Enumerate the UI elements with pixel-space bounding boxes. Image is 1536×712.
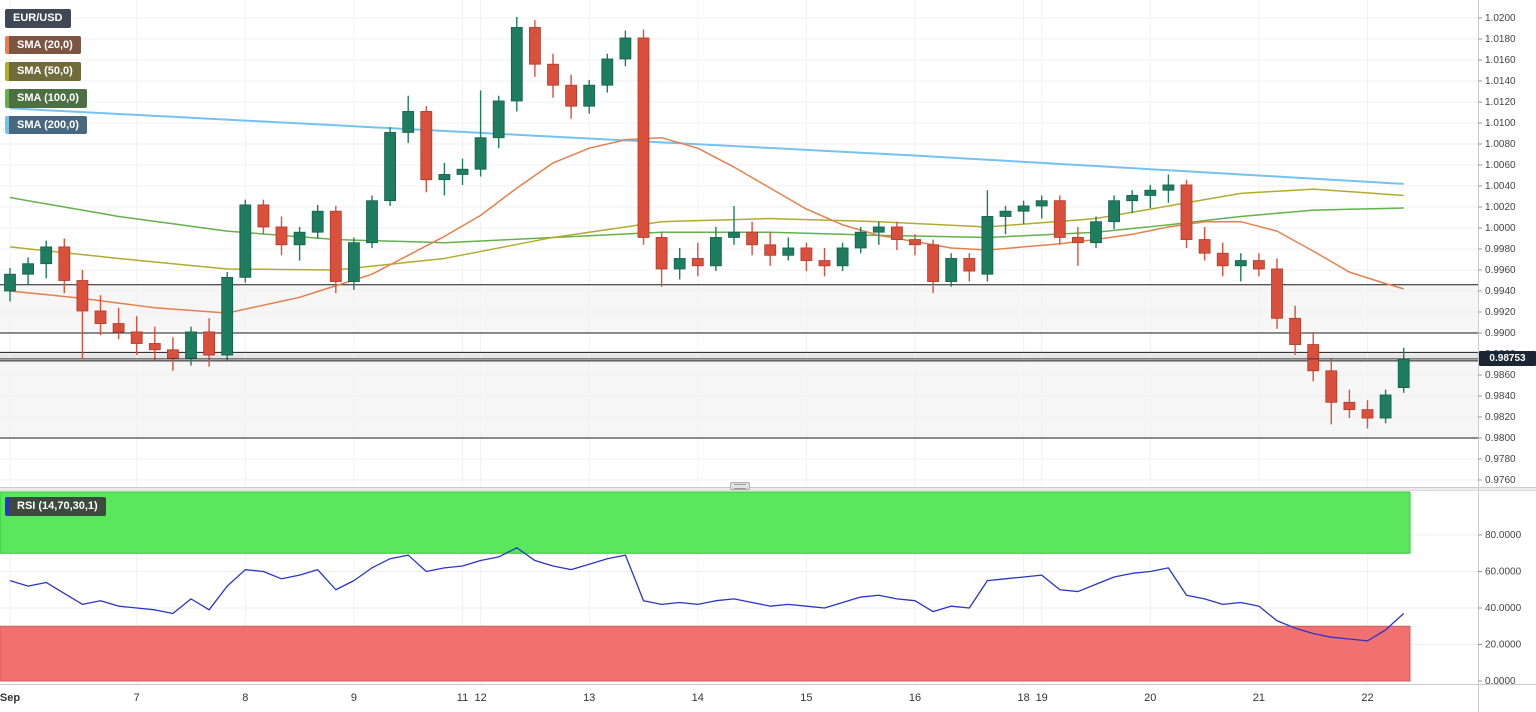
svg-text:40.0000: 40.0000 (1485, 603, 1522, 614)
svg-text:20: 20 (1144, 692, 1156, 704)
sma50-legend-badge[interactable]: SMA (50,0) (5, 62, 81, 81)
price-axis[interactable]: 1.0200 1.0180 1.0160 1.0140 1.0120 1.0100 1.00… (1478, 13, 1516, 486)
svg-text:0.9960: 0.9960 (1485, 265, 1516, 276)
support-resistance-levels (0, 284, 1478, 439)
svg-text:Sep: Sep (0, 692, 20, 704)
svg-text:9: 9 (351, 692, 357, 704)
svg-text:0.9980: 0.9980 (1485, 244, 1516, 255)
svg-text:1.0160: 1.0160 (1485, 55, 1516, 66)
rsi-axis[interactable]: 80.0000 60.0000 40.0000 20.0000 0.0000 (1478, 530, 1522, 687)
svg-text:1.0080: 1.0080 (1485, 139, 1516, 150)
rsi-zones (0, 491, 1411, 682)
rsi-line (9, 547, 1405, 642)
svg-text:11: 11 (457, 692, 468, 704)
sma200-legend-badge[interactable]: SMA (200,0) (5, 115, 87, 135)
svg-text:7: 7 (134, 692, 140, 704)
svg-text:22: 22 (1361, 692, 1373, 704)
symbol-badge[interactable]: EUR/USD (5, 9, 71, 28)
svg-text:19: 19 (1036, 692, 1048, 704)
svg-text:0.9780: 0.9780 (1485, 454, 1516, 465)
svg-text:20.0000: 20.0000 (1485, 640, 1522, 651)
svg-text:16: 16 (909, 692, 921, 704)
svg-text:1.0020: 1.0020 (1485, 202, 1516, 213)
svg-text:12: 12 (474, 692, 486, 704)
rsi-oversold-zone (0, 625, 1411, 682)
sma200-line (9, 107, 1404, 185)
candles-layer (4, 16, 1410, 429)
svg-text:1.0060: 1.0060 (1485, 160, 1516, 171)
svg-text:0.9800: 0.9800 (1485, 433, 1516, 444)
svg-text:8: 8 (242, 692, 248, 704)
rsi-legend-badge[interactable]: RSI (14,70,30,1) (5, 497, 106, 516)
sma20-legend-badge[interactable]: SMA (20,0) (5, 35, 81, 55)
svg-text:15: 15 (800, 692, 812, 704)
time-axis[interactable]: Sep 7 8 9 11 12 13 14 15 16 18 19 20 21 22 (0, 692, 1374, 704)
svg-text:0.9900: 0.9900 (1485, 328, 1516, 339)
last-price-badge: 0.98753 (1479, 351, 1536, 367)
sma20-line (9, 136, 1404, 314)
svg-text:0.9860: 0.9860 (1485, 370, 1516, 381)
svg-text:1.0000: 1.0000 (1485, 223, 1516, 234)
svg-text:0.9940: 0.9940 (1485, 286, 1516, 297)
indicator-legend: EUR/USD SMA (20,0) SMA (50,0) SMA (100,0… (5, 9, 87, 135)
svg-text:1.0120: 1.0120 (1485, 97, 1516, 108)
svg-text:21: 21 (1253, 692, 1265, 704)
svg-text:1.0140: 1.0140 (1485, 76, 1516, 87)
svg-text:0.9760: 0.9760 (1485, 475, 1516, 486)
svg-text:1.0200: 1.0200 (1485, 13, 1516, 24)
panel-resize-handle[interactable] (730, 482, 750, 490)
svg-text:0.9840: 0.9840 (1485, 391, 1516, 402)
svg-text:1.0040: 1.0040 (1485, 181, 1516, 192)
svg-text:60.0000: 60.0000 (1485, 567, 1522, 578)
sma100-legend-badge[interactable]: SMA (100,0) (5, 88, 87, 108)
svg-text:0.9820: 0.9820 (1485, 412, 1516, 423)
svg-text:14: 14 (692, 692, 704, 704)
svg-text:0.9920: 0.9920 (1485, 307, 1516, 318)
svg-text:1.0100: 1.0100 (1485, 118, 1516, 129)
svg-text:18: 18 (1017, 692, 1029, 704)
svg-text:13: 13 (583, 692, 595, 704)
rsi-overbought-zone (0, 491, 1411, 554)
svg-text:1.0180: 1.0180 (1485, 34, 1516, 45)
svg-text:0.0000: 0.0000 (1485, 676, 1516, 687)
svg-text:80.0000: 80.0000 (1485, 530, 1522, 541)
